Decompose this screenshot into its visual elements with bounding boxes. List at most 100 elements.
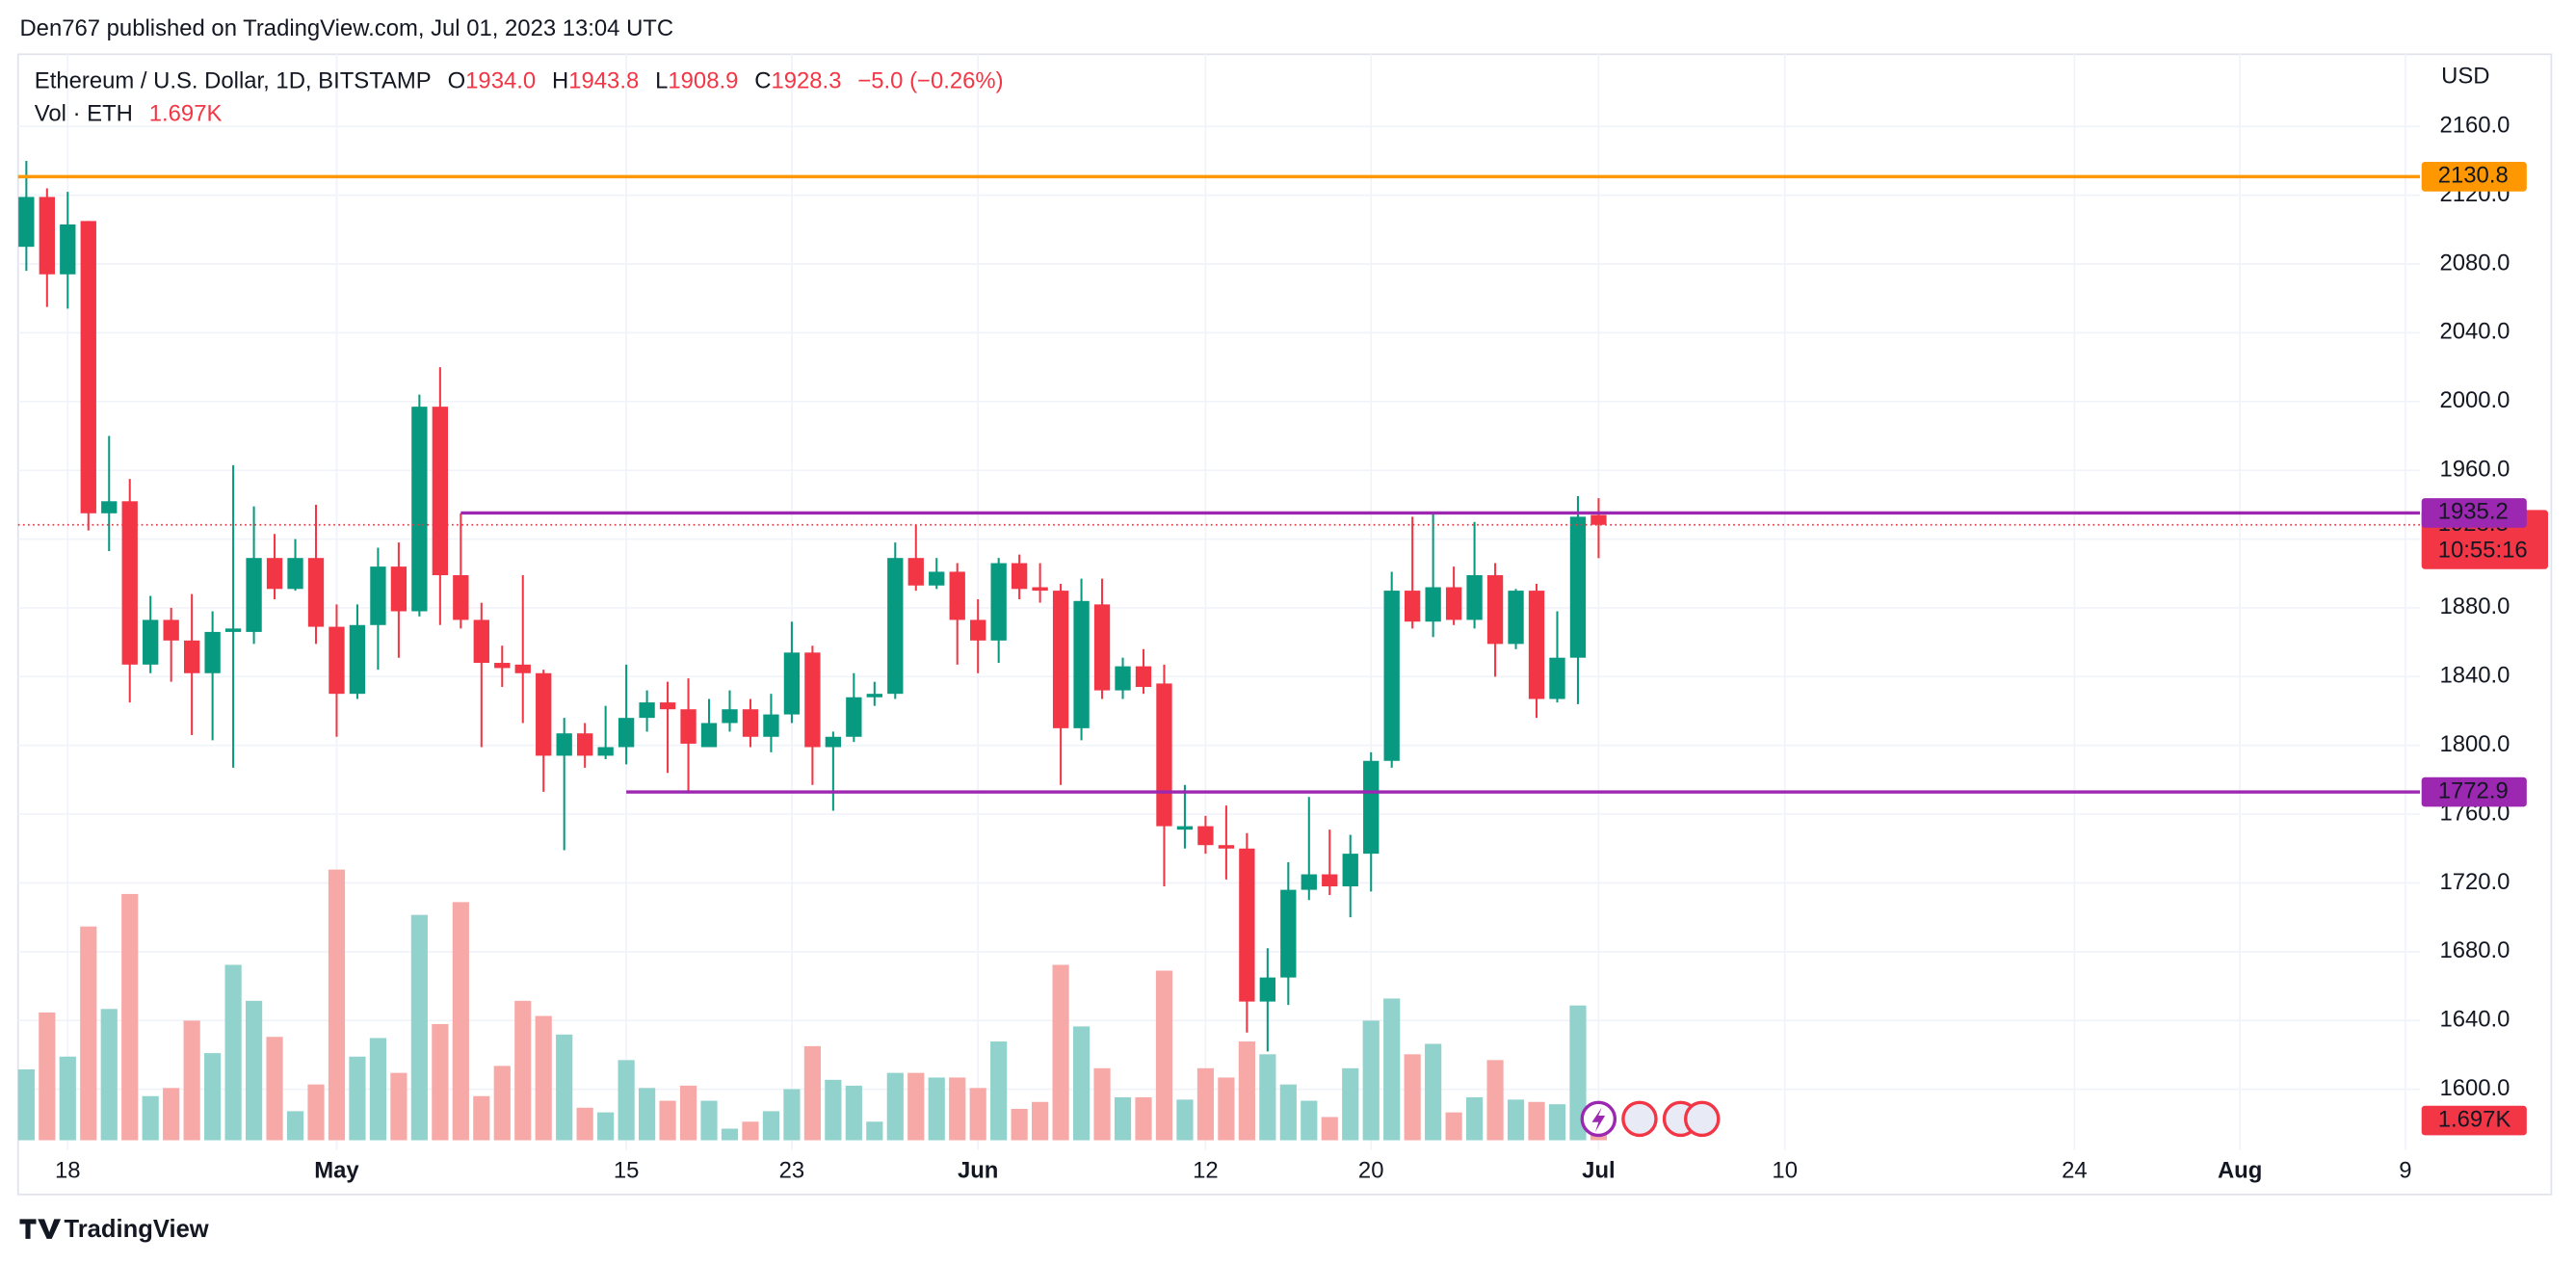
level-tag — [2421, 777, 2527, 807]
candle-body — [1259, 977, 1276, 1002]
candle-body — [722, 709, 738, 724]
volume-bar — [493, 1066, 511, 1141]
volume-bar — [1135, 1096, 1152, 1141]
volume-bar — [1259, 1054, 1276, 1141]
y-tick-label: 2000.0 — [2439, 387, 2510, 413]
volume-bar — [556, 1034, 573, 1141]
volume-bar — [1218, 1077, 1235, 1141]
candle-body — [1590, 514, 1607, 525]
volume-bar — [163, 1088, 180, 1141]
candle-body — [887, 558, 904, 695]
logo — [19, 1219, 62, 1239]
open-label: O — [448, 68, 466, 94]
volume-tag — [2421, 1105, 2527, 1136]
level-label: 1935.2 — [2438, 499, 2509, 525]
candle-body — [224, 628, 242, 632]
icon[interactable] — [1621, 1100, 1658, 1138]
candle-body — [183, 640, 200, 673]
legend-line: Ethereum / U.S. Dollar, 1D, BITSTAMP O19… — [35, 68, 1004, 94]
volume-bar — [349, 1056, 366, 1141]
candle-body — [266, 558, 283, 590]
event-icons[interactable] — [1580, 1100, 1721, 1138]
volume-bar — [1486, 1060, 1504, 1141]
candle-body — [639, 702, 655, 719]
volume-bar — [1548, 1104, 1566, 1141]
candle-body — [1011, 563, 1028, 590]
candle-body — [783, 652, 801, 715]
volume-bar — [514, 1000, 532, 1141]
candle-body — [39, 197, 55, 275]
candle-body — [1135, 666, 1152, 688]
volume-bar — [410, 914, 428, 1141]
plot: 1600.01640.01680.01720.01760.01800.01840… — [17, 54, 2549, 1183]
candle-body — [411, 407, 428, 612]
candle-body — [659, 702, 676, 710]
x-tick-label: 10 — [1772, 1157, 1798, 1183]
y-tick-label: 1720.0 — [2439, 869, 2510, 895]
candle-body — [121, 501, 138, 665]
candle-body — [246, 558, 262, 632]
candle-body — [1445, 587, 1462, 620]
candle-body — [1176, 826, 1194, 830]
x-tick-label: 20 — [1358, 1157, 1384, 1183]
icon[interactable] — [1683, 1100, 1721, 1138]
volume-bar — [618, 1060, 635, 1141]
candle-body — [307, 558, 325, 627]
volume-bar — [369, 1038, 387, 1141]
candle-body — [390, 566, 407, 612]
volume-bar — [721, 1128, 739, 1141]
candle-body — [804, 652, 821, 748]
candle-body — [1486, 575, 1504, 645]
candle-body — [846, 697, 862, 737]
x-tick-label: Jun — [958, 1157, 998, 1183]
volume-bar — [1528, 1101, 1545, 1141]
x-tick-label: Jul — [1582, 1157, 1615, 1183]
candle-body — [514, 664, 531, 673]
volume-bar — [866, 1121, 883, 1141]
volume-bar — [907, 1072, 925, 1141]
candle-body — [577, 733, 593, 756]
y-tick-label: 1840.0 — [2439, 663, 2510, 689]
x-tick-label: 15 — [614, 1157, 640, 1183]
candle-body — [1032, 587, 1048, 592]
volume-bar — [576, 1107, 593, 1141]
candle-body — [1156, 683, 1172, 827]
volume-bar — [266, 1037, 283, 1141]
candle-body — [825, 736, 842, 748]
candle-body — [370, 566, 386, 625]
candle-body — [204, 631, 221, 673]
volume-bar — [1321, 1117, 1338, 1141]
low-label: L — [655, 68, 668, 94]
y-tick-label: 2040.0 — [2439, 319, 2510, 345]
candle-body — [1528, 591, 1545, 699]
volume-bar — [307, 1084, 325, 1141]
candle-body — [700, 723, 718, 748]
volume-bar — [1072, 1026, 1091, 1141]
icon-glyph — [1591, 1107, 1606, 1133]
countdown: 10:55:16 — [2438, 537, 2528, 563]
candle-body — [1363, 760, 1380, 855]
volume-bar — [803, 1045, 821, 1141]
candle-body — [866, 694, 882, 698]
candle-body — [907, 558, 924, 586]
candle-body — [1508, 591, 1524, 645]
x-tick-label: 24 — [2062, 1157, 2088, 1183]
candle-body — [101, 501, 118, 514]
y-tick-label: 1680.0 — [2439, 937, 2510, 963]
candle-body — [349, 624, 366, 695]
volume-bar — [390, 1072, 407, 1141]
volume-bar — [17, 1068, 35, 1141]
candle-body — [929, 571, 945, 586]
candle-body — [618, 718, 635, 748]
candle-body — [1569, 516, 1587, 658]
y-tick-label: 1640.0 — [2439, 1007, 2510, 1033]
candle-body — [473, 619, 489, 664]
high-label: H — [552, 68, 568, 94]
volume-bar — [825, 1079, 842, 1141]
volume-bar — [183, 1020, 200, 1141]
candle-body — [143, 619, 159, 665]
brand: TradingView — [65, 1216, 209, 1243]
volume-bar — [100, 1009, 118, 1141]
candle-body — [18, 197, 35, 248]
candle-body — [949, 571, 965, 620]
